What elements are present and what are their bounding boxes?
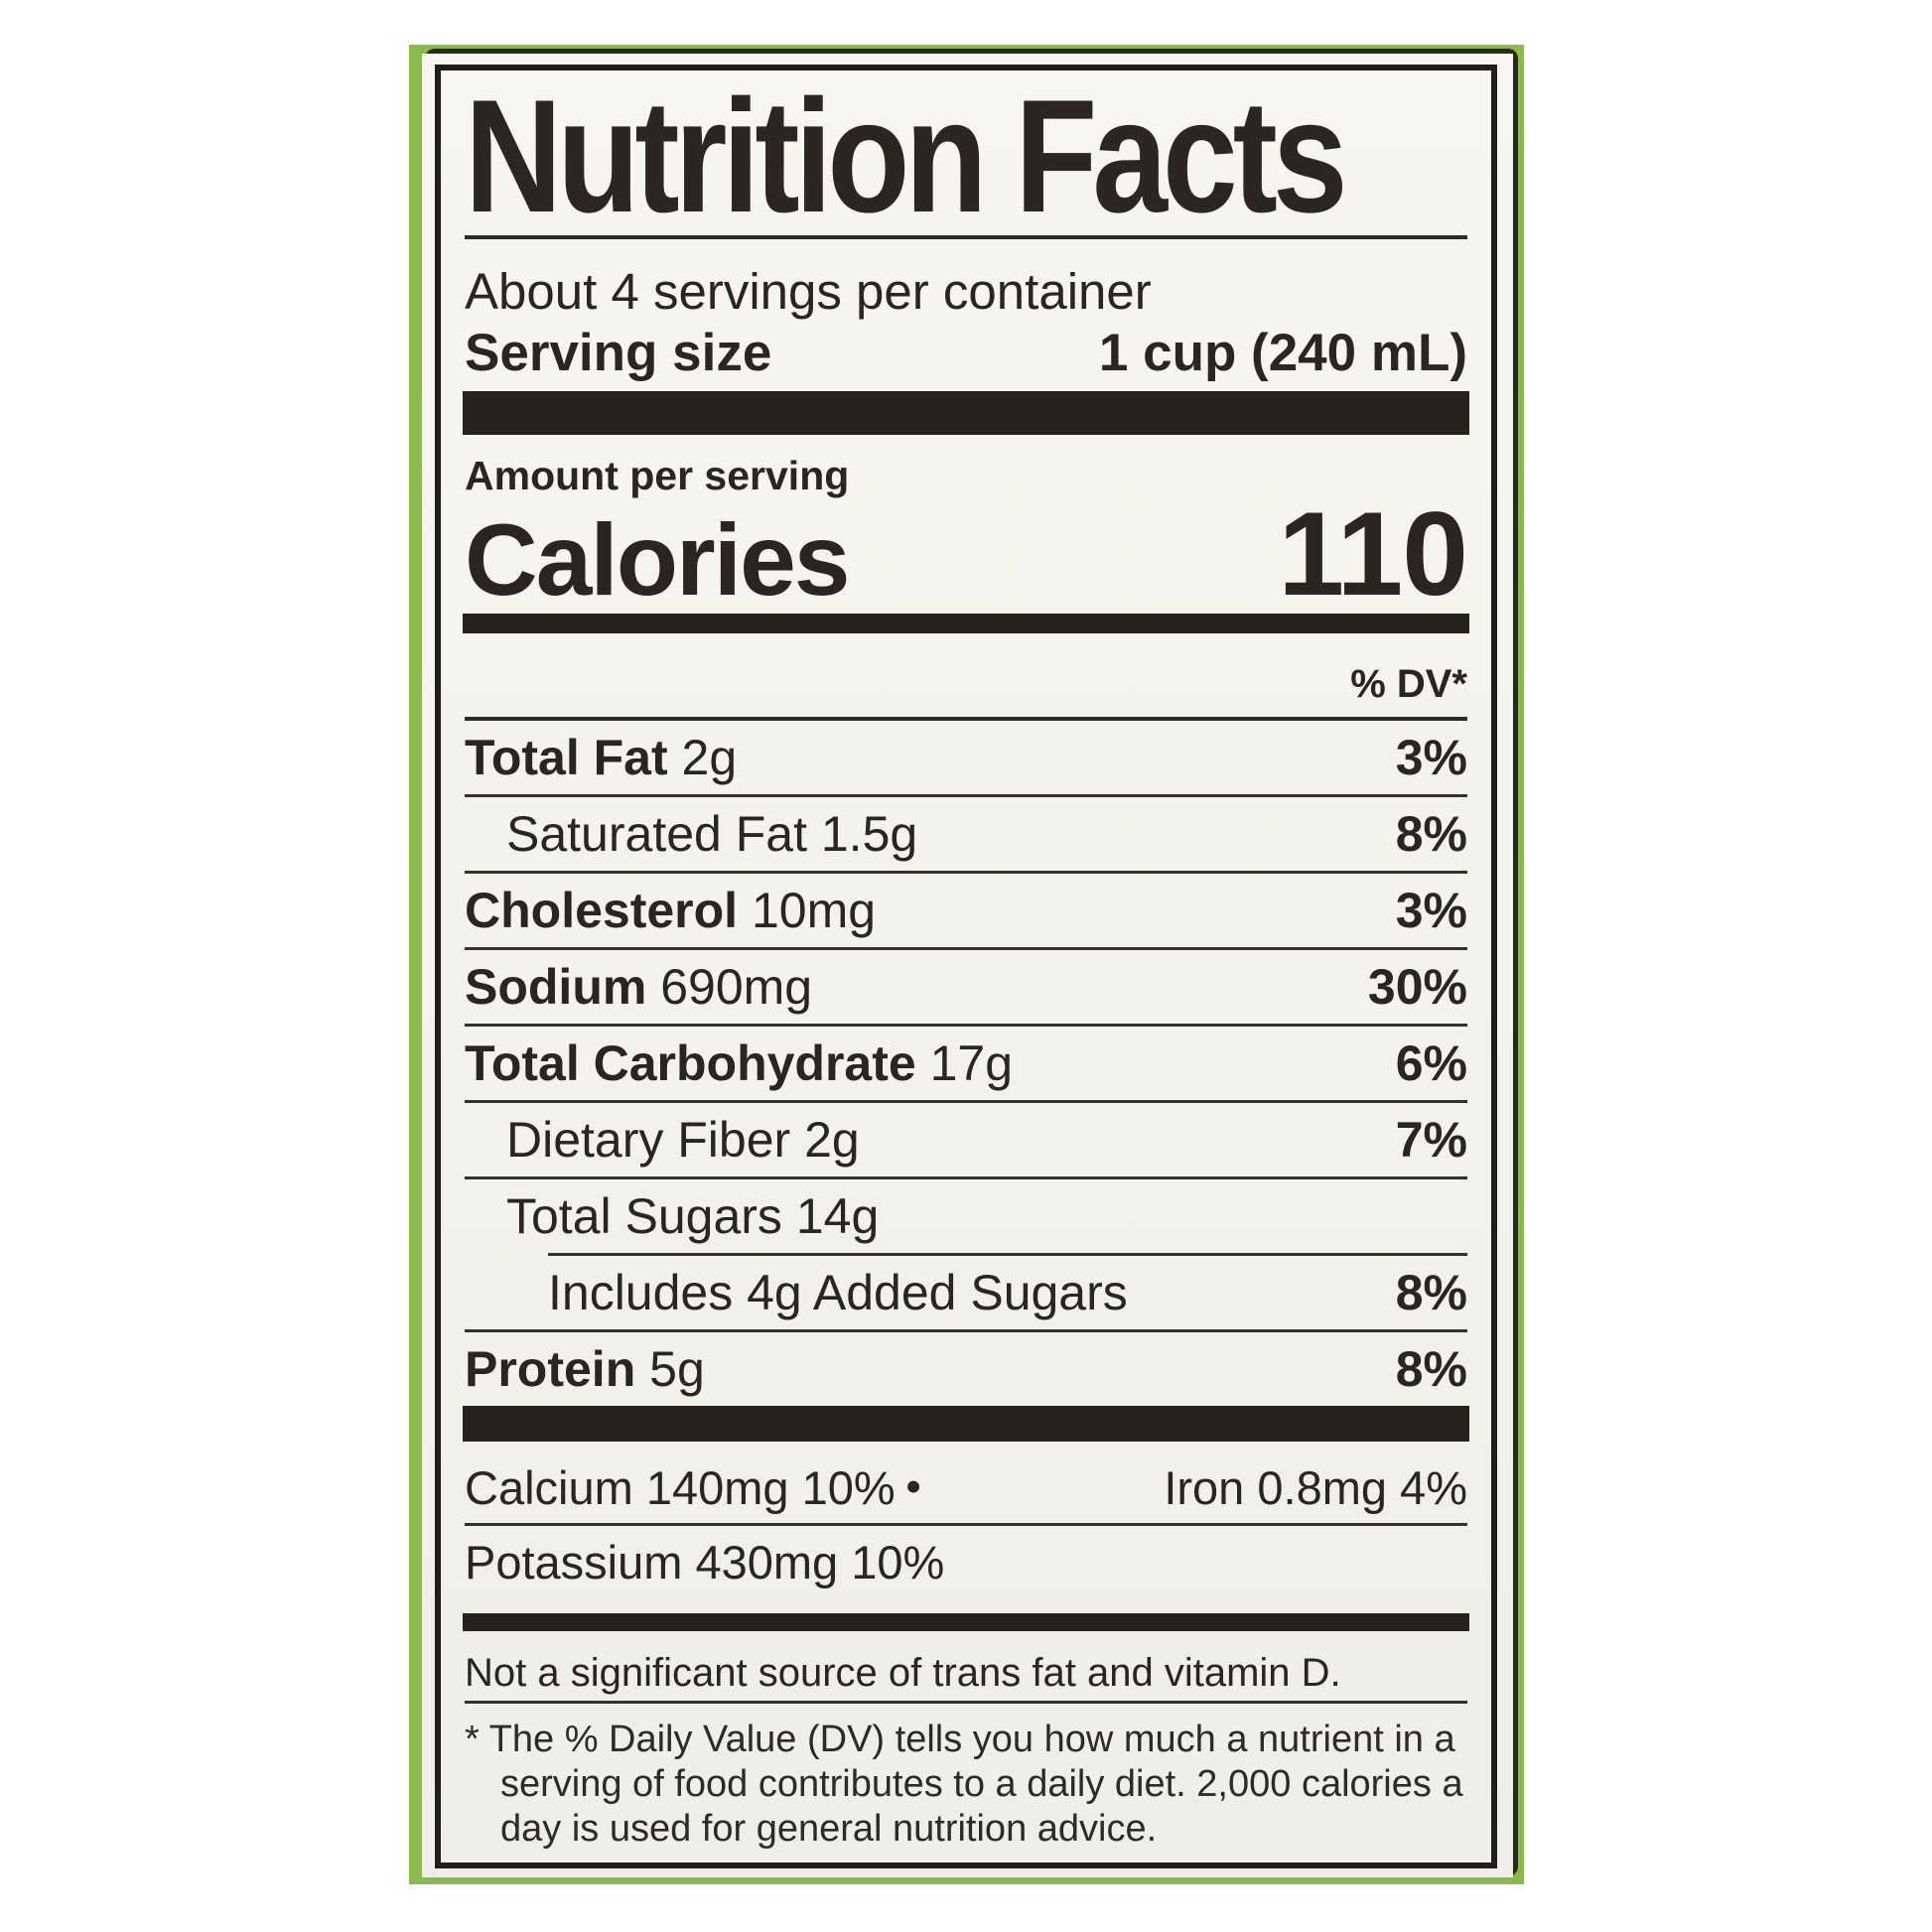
divider xyxy=(465,871,1467,874)
nutrient-amount: 690mg xyxy=(660,959,813,1015)
medium-bar xyxy=(463,614,1469,633)
divider xyxy=(465,947,1467,950)
nutrient-row-cholesterol: Cholesterol 10mg 3% xyxy=(465,874,1467,947)
thick-bar xyxy=(463,391,1469,435)
nutrient-amount: 1.5g xyxy=(820,806,918,862)
daily-value-footnote: * The % Daily Value (DV) tells you how m… xyxy=(465,1719,1463,1850)
divider xyxy=(465,1523,1467,1526)
nutrient-row-saturated-fat: Saturated Fat 1.5g 8% xyxy=(465,797,1467,871)
servings-per-container: About 4 servings per container xyxy=(465,263,1152,320)
serving-size-value: 1 cup (240 mL) xyxy=(1098,324,1467,382)
divider xyxy=(465,717,1467,721)
amount-per-serving-label: Amount per serving xyxy=(465,453,850,498)
nutrient-dv: 6% xyxy=(1395,1035,1467,1091)
nutrient-dv: 8% xyxy=(1395,806,1467,862)
nutrient-dv: 7% xyxy=(1395,1112,1467,1168)
medium-bar xyxy=(463,1613,1469,1631)
nutrient-amount: 10mg xyxy=(751,883,877,938)
nutrient-amount: 5g xyxy=(649,1341,705,1397)
nutrient-dv: 8% xyxy=(1395,1265,1467,1320)
daily-value-header: % DV* xyxy=(1350,662,1467,706)
calories-row: Calories 110 xyxy=(465,487,1468,621)
thick-bar xyxy=(463,1406,1469,1442)
serving-size-label: Serving size xyxy=(465,324,772,382)
insignificant-source-note: Not a significant source of trans fat an… xyxy=(465,1651,1341,1695)
calcium-value: Calcium 140mg 10% xyxy=(465,1460,896,1514)
calories-label: Calories xyxy=(465,503,851,617)
bullet-separator: • xyxy=(905,1462,921,1511)
nutrition-facts-title: Nutrition Facts xyxy=(465,67,1348,246)
nutrient-name: Protein xyxy=(465,1341,636,1397)
nutrition-label-paper: Nutrition Facts About 4 servings per con… xyxy=(422,54,1513,1877)
nutrient-name: Cholesterol xyxy=(465,883,739,938)
divider xyxy=(465,1176,1467,1179)
divider xyxy=(465,1024,1467,1027)
potassium-value: Potassium 430mg 10% xyxy=(465,1535,945,1588)
nutrient-row-total-fat: Total Fat 2g 3% xyxy=(465,721,1467,794)
nutrient-name: Total Fat xyxy=(465,730,668,785)
potassium-row: Potassium 430mg 10% xyxy=(465,1526,1467,1597)
nutrition-facts-box: Nutrition Facts About 4 servings per con… xyxy=(435,65,1497,1868)
calcium-iron-row: Calcium 140mg 10% • Iron 0.8mg 4% xyxy=(465,1451,1467,1523)
nutrient-dv: 3% xyxy=(1395,730,1467,785)
iron-value: Iron 0.8mg 4% xyxy=(1164,1460,1467,1514)
nutrient-name: Dietary Fiber xyxy=(506,1112,791,1168)
divider xyxy=(465,1100,1467,1103)
calories-value: 110 xyxy=(1278,487,1468,621)
divider xyxy=(465,1329,1467,1332)
nutrient-row-total-sugars: Total Sugars 14g xyxy=(465,1179,1467,1253)
nutrient-row-total-carbohydrate: Total Carbohydrate 17g 6% xyxy=(465,1027,1467,1100)
nutrient-dv: 30% xyxy=(1367,959,1467,1015)
nutrient-amount: 14g xyxy=(795,1188,880,1244)
divider xyxy=(465,235,1467,239)
nutrient-name: Sodium xyxy=(465,959,647,1015)
divider xyxy=(465,1701,1467,1704)
nutrient-name: Total Sugars xyxy=(506,1188,782,1244)
nutrient-row-protein: Protein 5g 8% xyxy=(465,1332,1467,1406)
nutrient-row-added-sugars: Includes 4g Added Sugars 8% xyxy=(465,1256,1467,1329)
nutrient-name: Saturated Fat xyxy=(506,806,807,862)
nutrient-row-dietary-fiber: Dietary Fiber 2g 7% xyxy=(465,1103,1467,1176)
nutrient-name: Total Carbohydrate xyxy=(465,1035,916,1091)
nutrient-name: Includes 4g Added Sugars xyxy=(548,1265,1128,1320)
serving-size-row: Serving size 1 cup (240 mL) xyxy=(465,323,1467,384)
nutrient-amount: 2g xyxy=(804,1112,860,1168)
divider xyxy=(465,794,1467,797)
nutrient-amount: 2g xyxy=(681,730,738,785)
divider-indented xyxy=(548,1253,1467,1256)
nutrient-dv: 8% xyxy=(1395,1341,1467,1397)
nutrient-row-sodium: Sodium 690mg 30% xyxy=(465,950,1467,1024)
nutrient-amount: 17g xyxy=(929,1035,1014,1091)
green-package-background: Nutrition Facts About 4 servings per con… xyxy=(409,45,1524,1884)
nutrient-dv: 3% xyxy=(1395,883,1467,938)
